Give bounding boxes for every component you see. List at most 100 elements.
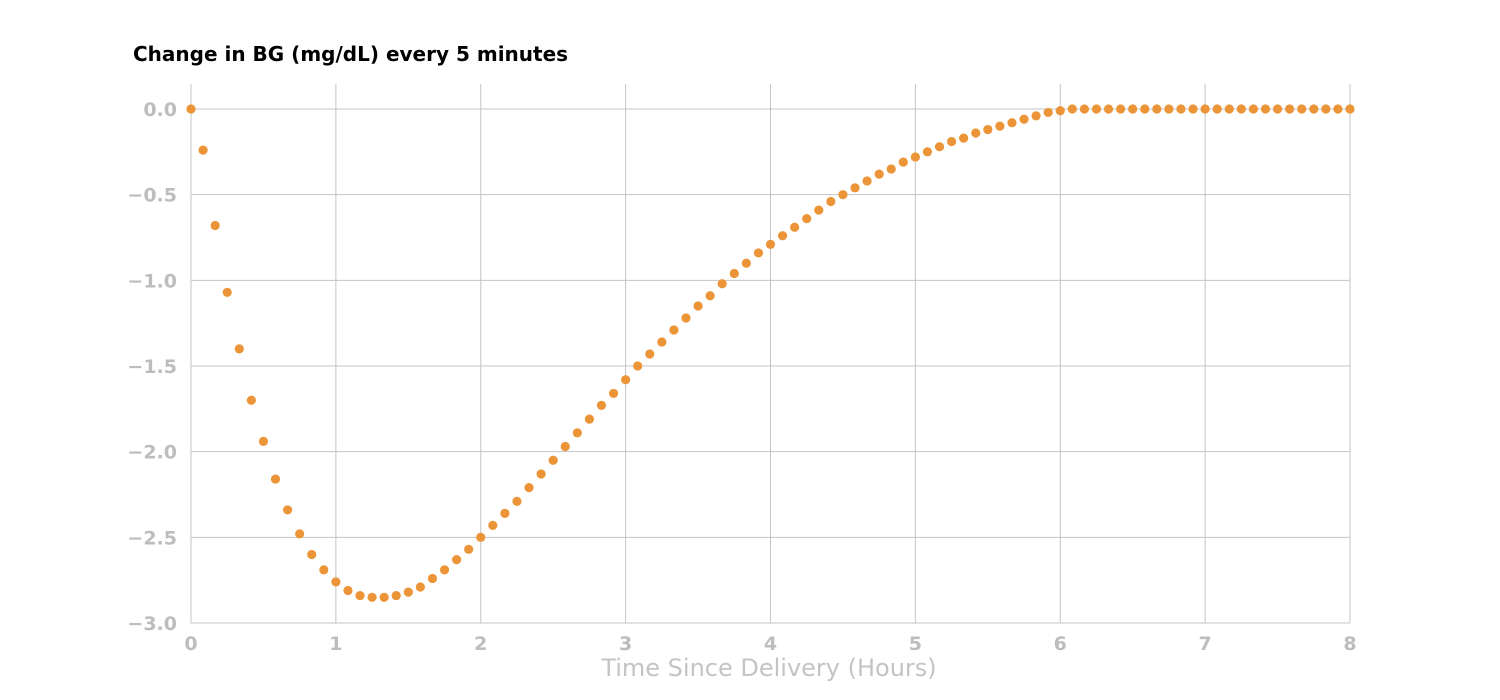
data-point xyxy=(1007,118,1017,128)
data-point xyxy=(355,590,365,601)
data-point xyxy=(910,152,920,162)
tick-labels: 0.0 −0.5 −1.0 −1.5 −2.0 −2.5 −3.0 0 1 2 3 4 5 6 7 8 xyxy=(127,99,1356,655)
data-point xyxy=(198,145,208,155)
data-point xyxy=(476,532,486,542)
data-point xyxy=(488,520,498,530)
data-point xyxy=(572,428,582,438)
data-point xyxy=(210,220,220,231)
data-point xyxy=(814,205,824,215)
data-point xyxy=(717,279,727,289)
data-point xyxy=(464,544,474,554)
data-point xyxy=(1224,104,1234,114)
data-point xyxy=(959,133,969,143)
data-point xyxy=(1164,104,1174,114)
data-point xyxy=(1176,104,1186,114)
data-point xyxy=(1200,104,1210,114)
y-tick-label: −1.5 xyxy=(127,356,177,378)
data-point xyxy=(439,565,450,575)
data-point xyxy=(1321,104,1331,114)
chart-title: Change in BG (mg/dL) every 5 minutes xyxy=(133,42,568,66)
data-point xyxy=(1116,104,1126,114)
data-point xyxy=(548,455,558,465)
data-point xyxy=(1103,104,1114,114)
data-point xyxy=(693,301,703,311)
data-point xyxy=(886,164,896,174)
data-point xyxy=(536,469,546,479)
data-point xyxy=(258,436,269,446)
data-point xyxy=(1212,104,1222,114)
data-point xyxy=(524,483,534,493)
data-point xyxy=(971,128,981,138)
data-point xyxy=(1285,104,1295,114)
data-point xyxy=(1031,111,1041,121)
data-point xyxy=(874,169,884,179)
data-point xyxy=(657,337,667,347)
y-tick-label: −0.5 xyxy=(127,185,177,207)
data-point xyxy=(765,239,776,249)
data-point xyxy=(451,555,462,565)
data-point xyxy=(1248,104,1259,114)
data-point xyxy=(995,121,1005,131)
data-points xyxy=(186,104,1355,602)
data-point xyxy=(838,190,848,200)
data-point xyxy=(826,196,836,207)
data-point xyxy=(681,313,691,323)
data-point xyxy=(500,508,510,518)
data-point xyxy=(1152,104,1162,114)
data-point xyxy=(1067,104,1077,114)
data-point xyxy=(1309,104,1319,114)
data-point xyxy=(295,529,305,539)
data-point xyxy=(222,287,232,297)
data-point xyxy=(934,142,945,152)
data-point xyxy=(862,176,872,186)
x-tick-label: 8 xyxy=(1343,633,1356,655)
data-point xyxy=(741,258,751,268)
data-point xyxy=(802,214,812,224)
data-point xyxy=(246,395,256,405)
data-point xyxy=(270,474,281,484)
x-tick-label: 7 xyxy=(1199,633,1212,655)
data-point xyxy=(186,104,196,114)
data-point xyxy=(645,349,655,359)
data-point xyxy=(705,291,715,301)
data-point xyxy=(1079,104,1090,114)
data-point xyxy=(729,268,739,279)
x-tick-label: 0 xyxy=(184,633,197,655)
data-point xyxy=(633,361,643,371)
data-point xyxy=(319,565,329,575)
data-point xyxy=(1128,104,1138,114)
data-point xyxy=(596,400,607,411)
data-point xyxy=(415,582,425,592)
data-point xyxy=(621,375,631,385)
data-point xyxy=(282,505,293,515)
x-tick-label: 3 xyxy=(619,633,632,655)
y-tick-label: −1.0 xyxy=(127,270,177,292)
x-tick-label: 4 xyxy=(764,633,777,655)
data-point xyxy=(946,136,957,147)
data-point xyxy=(427,573,438,584)
data-point xyxy=(1188,104,1198,114)
data-point xyxy=(1297,104,1307,114)
data-point xyxy=(234,344,244,354)
data-point xyxy=(584,414,595,424)
data-point xyxy=(343,585,353,596)
data-point xyxy=(1043,107,1053,118)
data-point xyxy=(1140,104,1150,114)
data-point xyxy=(850,183,860,193)
data-point xyxy=(1272,104,1283,114)
data-point xyxy=(669,325,679,335)
x-tick-label: 5 xyxy=(909,633,922,655)
data-point xyxy=(753,248,764,258)
data-point xyxy=(367,592,377,602)
data-point xyxy=(1091,104,1102,114)
data-point xyxy=(983,124,993,135)
y-tick-label: −2.0 xyxy=(127,442,177,464)
data-point xyxy=(1345,104,1355,114)
data-point xyxy=(608,388,619,399)
y-tick-label: −2.5 xyxy=(127,527,177,549)
data-point xyxy=(331,577,341,587)
data-point xyxy=(1236,104,1246,114)
data-point xyxy=(391,590,401,601)
data-point xyxy=(898,157,908,167)
data-point xyxy=(790,222,800,232)
